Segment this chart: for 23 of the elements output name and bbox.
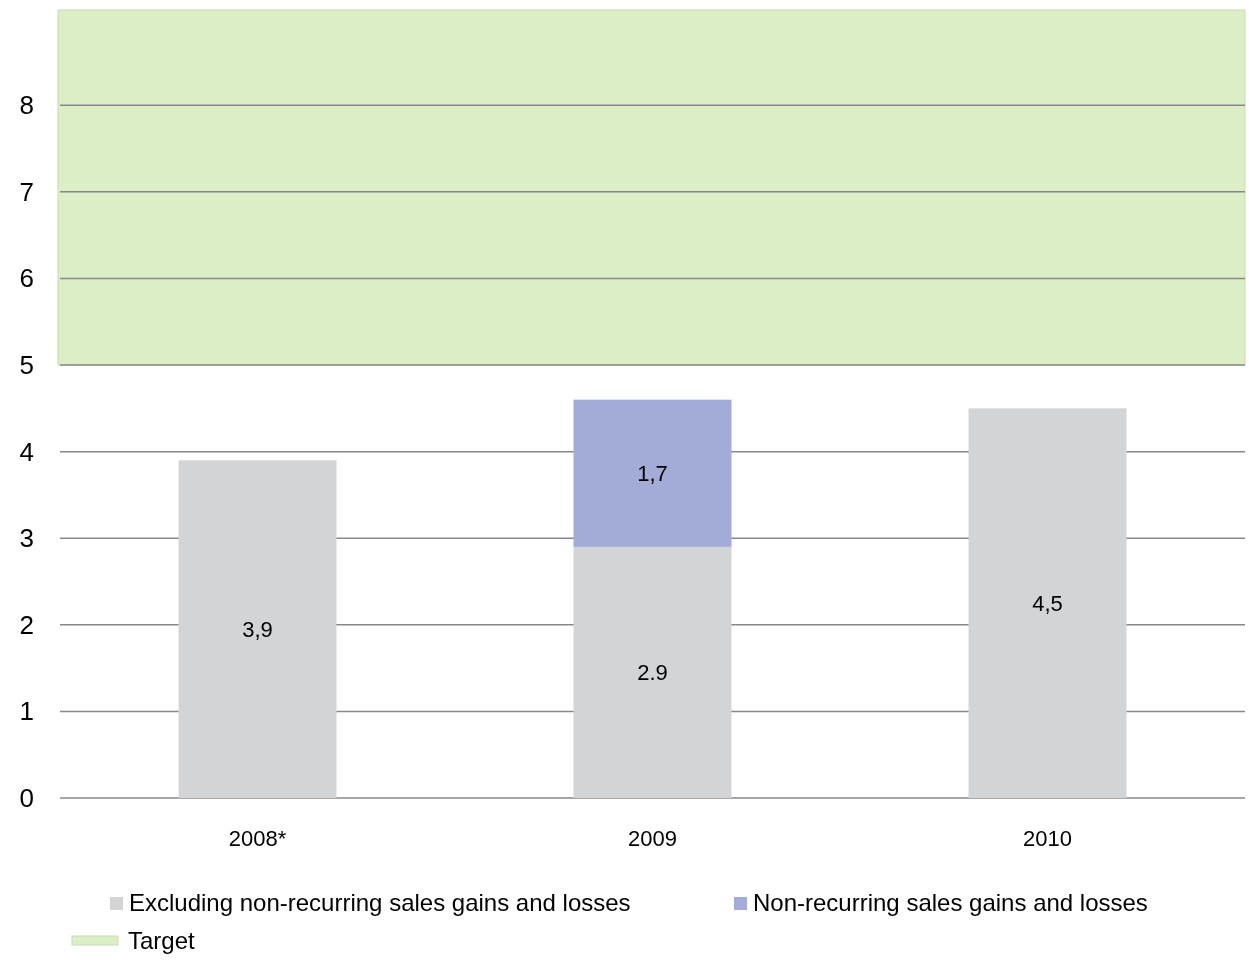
bar bbox=[573, 546, 732, 798]
bar bbox=[573, 399, 732, 547]
data-label: 1,7 bbox=[637, 461, 668, 487]
y-tick-label: 6 bbox=[19, 263, 34, 294]
y-tick-label: 5 bbox=[19, 350, 34, 381]
y-tick-label: 3 bbox=[19, 523, 34, 554]
data-label: 3,9 bbox=[242, 617, 273, 643]
x-tick-label: 2010 bbox=[1023, 826, 1072, 851]
y-tick-label: 0 bbox=[19, 783, 34, 813]
data-label: 2.9 bbox=[637, 660, 668, 686]
y-tick-label: 1 bbox=[19, 696, 34, 727]
bar bbox=[178, 460, 337, 798]
y-tick-label: 8 bbox=[19, 90, 34, 121]
y-tick-label: 2 bbox=[19, 609, 34, 640]
x-tick-label: 2008* bbox=[228, 826, 287, 851]
legend-label: Excluding non-recurring sales gains and losses bbox=[129, 889, 631, 916]
x-tick-label: 2009 bbox=[628, 826, 677, 851]
data-label: 4,5 bbox=[1032, 591, 1063, 617]
legend-label: Non-recurring sales gains and losses bbox=[753, 889, 1148, 916]
legend-label: Target bbox=[128, 927, 196, 954]
y-tick-label: 7 bbox=[19, 176, 34, 207]
y-tick-label: 4 bbox=[19, 436, 34, 467]
bar bbox=[968, 408, 1127, 798]
